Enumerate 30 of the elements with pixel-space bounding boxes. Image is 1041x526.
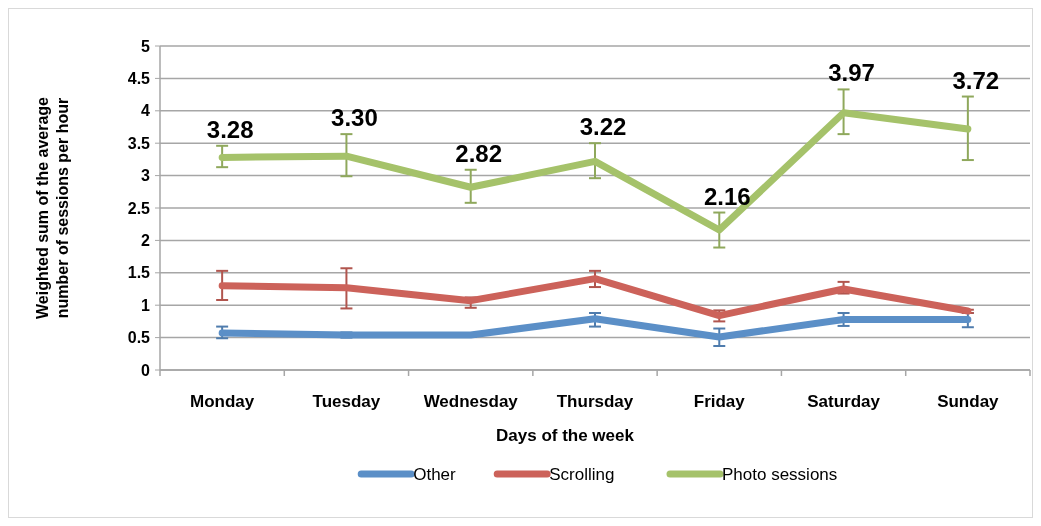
y-tick-label: 0 <box>141 361 151 379</box>
y-tick-label: 0.5 <box>127 329 151 347</box>
y-axis-title: Weighted sum of the average number of sessions per hour <box>34 96 71 319</box>
x-tick-label: Thursday <box>556 392 634 411</box>
legend-label: Other <box>413 464 457 484</box>
x-tick-label: Sunday <box>937 392 1000 411</box>
data-label: 3.72 <box>952 66 1000 94</box>
data-label: 3.97 <box>828 59 875 87</box>
y-tick-label: 2.5 <box>127 199 151 217</box>
y-tick-label: 2 <box>141 232 151 249</box>
x-tick-label: Friday <box>693 392 746 411</box>
data-label: 3.28 <box>206 115 254 143</box>
y-tick-label: 3 <box>141 167 151 185</box>
y-tick-label: 4 <box>141 102 151 120</box>
x-tick-label: Monday <box>190 392 255 411</box>
legend-label: Photo sessions <box>722 464 838 484</box>
x-tick-label: Saturday <box>807 392 881 411</box>
data-label: 3.30 <box>331 104 378 132</box>
legend-label: Scrolling <box>549 464 615 484</box>
y-tick-label: 1 <box>141 296 151 314</box>
data-label: 2.82 <box>455 139 503 167</box>
y-tick-label: 5 <box>141 37 151 55</box>
y-tick-label: 4.5 <box>127 70 151 87</box>
x-axis-title: Days of the week <box>496 426 635 445</box>
y-tick-label: 3.5 <box>127 134 151 152</box>
x-tick-label: Wednesday <box>423 392 519 411</box>
y-tick-label: 1.5 <box>127 264 151 282</box>
x-tick-label: Tuesday <box>312 392 381 411</box>
data-label: 2.16 <box>703 182 751 210</box>
data-label: 3.22 <box>579 113 627 141</box>
